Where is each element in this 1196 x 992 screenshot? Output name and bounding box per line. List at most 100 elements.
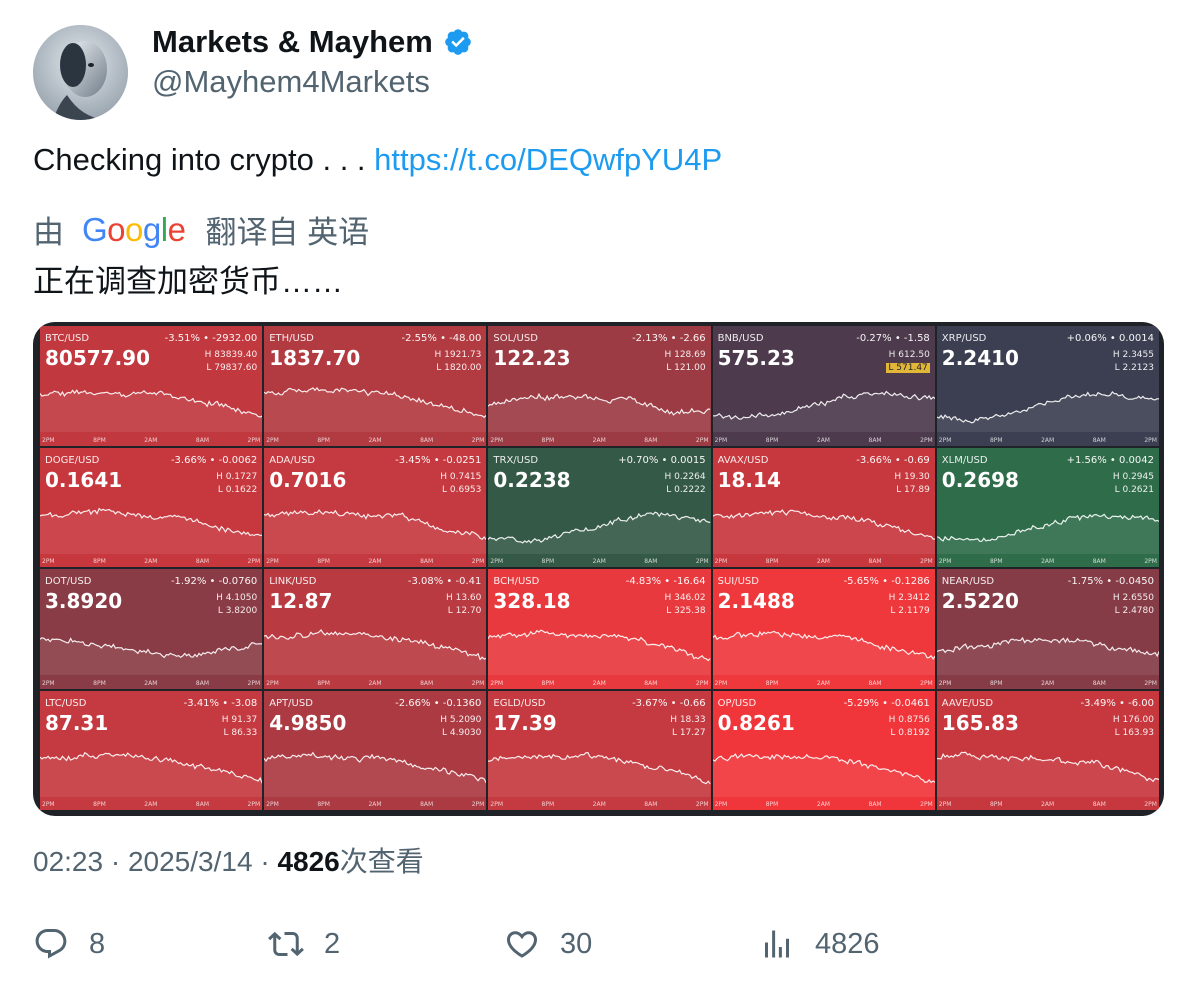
tile-pair: OP/USD [717,697,757,709]
crypto-tile: XLM/USD +1.56% • 0.0042 0.2698 H 0.2945 L 0.… [936,447,1159,567]
time-axis-label: 2PM [938,558,952,565]
avatar[interactable] [33,25,128,120]
display-name-text: Markets & Mayhem [152,24,433,59]
crypto-tile: EGLD/USD -3.67% • -0.66 17.39 H 18.33 L 17.2… [488,690,711,810]
tile-change: -5.65% • -0.1286 [843,576,930,587]
tile-low: L 0.2222 [666,484,706,495]
time-axis-label: 2PM [471,679,485,687]
tile-sparkline [712,390,935,432]
tile-high: H 2.3455 [1112,350,1154,360]
translation-attribution[interactable]: 由 Google 翻译自 英语 [33,207,369,252]
tile-sparkline [264,508,487,554]
tweet-meta: 02:23 · 2025/3/14 · 4826次查看 [33,840,424,880]
time-axis-label: 2PM [42,436,55,444]
crypto-tile: TRX/USD +0.70% • 0.0015 0.2238 H 0.2264 L 0.… [488,447,711,567]
tile-time-axis: 2PM 8PM 2AM 8AM 2PM [713,437,935,444]
tile-change: -3.66% • -0.0062 [170,454,258,466]
tile-time-axis: 2PM 8PM 2AM 8AM 2PM [937,680,1159,687]
tweet-text: Checking into crypto . . . https://t.co/… [33,142,722,178]
tile-price: 122.23 [493,346,571,370]
time-axis-label: 8AM [195,558,210,565]
tile-sparkline [712,752,935,797]
view-count-suffix: 次查看 [339,846,424,877]
author-handle[interactable]: @Mayhem4Markets [152,64,430,99]
time-axis-label: 2AM [144,801,158,808]
tile-sparkline [488,629,711,675]
tile-change: -3.66% • -0.69 [856,454,930,466]
crypto-tile: DOGE/USD -3.66% • -0.0062 0.1641 H 0.1727 L … [40,447,263,567]
tile-sparkline [936,512,1159,554]
tile-low: L 571.47 [886,363,930,373]
crypto-tile: NEAR/USD -1.75% • -0.0450 2.5220 H 2.6550 L … [936,569,1159,689]
tile-high: H 0.2945 [1112,471,1154,482]
time-axis-label: 8AM [420,801,434,808]
tile-low: L 86.33 [223,727,258,738]
tile-pair: SUI/USD [717,576,759,587]
time-axis-label: 8PM [541,801,555,808]
time-axis-label: 8AM [195,436,210,444]
tile-price: 18.14 [717,467,781,492]
tile-sparkline [936,636,1159,675]
views-button[interactable]: 4826 [759,926,880,962]
crypto-tile: DOT/USD -1.92% • -0.0760 3.8920 H 4.1050 L 3… [40,569,263,689]
time-axis-label: 2PM [471,801,485,808]
tile-time-axis: 2PM 8PM 2AM 8AM 2PM [264,801,486,808]
time-axis-label: 2PM [490,558,504,565]
time-axis-label: 8AM [1092,679,1106,687]
tile-sparkline [264,628,487,675]
time-axis-label: 8AM [644,558,658,565]
tile-high: H 176.00 [1112,714,1154,725]
crypto-tile: SUI/USD -5.65% • -0.1286 2.1488 H 2.3412 L 2… [712,569,935,689]
time-axis-label: 2PM [490,679,504,687]
tile-high: H 91.37 [221,714,258,725]
tile-change: -1.92% • -0.0760 [170,576,258,587]
tile-sparkline [40,507,263,554]
heart-icon [506,931,538,958]
tile-price: 4.9850 [269,710,347,735]
time-axis-label: 2PM [920,436,933,444]
time-axis-label: 2PM [266,436,279,444]
retweet-count: 2 [324,927,341,960]
tile-time-axis: 2PM 8PM 2AM 8AM 2PM [713,558,935,565]
time-axis-label: 8PM [765,558,779,565]
tile-sparkline [936,390,1159,432]
time-axis-label: 2PM [471,558,485,565]
tile-time-axis: 2PM 8PM 2AM 8AM 2PM [937,801,1159,808]
tweet-media-image[interactable]: BTC/USD -3.51% • -2932.00 80577.90 H 83839.… [33,322,1164,816]
time-axis-label: 8PM [989,679,1003,687]
time-axis-label: 8AM [195,801,210,808]
tile-price: 0.8261 [717,710,795,735]
tile-high: H 0.8756 [888,714,930,725]
time-axis-label: 2PM [42,679,55,687]
author-name[interactable]: Markets & Mayhem [152,24,473,60]
time-axis-label: 2AM [368,558,382,565]
tweet-link[interactable]: https://t.co/DEQwfpYU4P [374,142,723,177]
tile-time-axis: 2PM 8PM 2AM 8AM 2PM [264,437,486,444]
tile-high: H 346.02 [664,593,706,603]
tweet-date[interactable]: 2025/3/14 [127,846,253,877]
crypto-tile: XRP/USD +0.06% • 0.0014 2.2410 H 2.3455 L 2.… [936,326,1159,446]
tile-change: -3.67% • -0.66 [632,697,706,709]
reply-button[interactable]: 8 [33,926,105,962]
time-axis-label: 2PM [695,436,709,444]
translation-suffix: 翻译自 英语 [205,215,370,250]
time-axis-label: 8AM [868,679,882,687]
time-axis-label: 8PM [317,679,330,687]
time-axis-label: 2AM [144,558,158,565]
tile-sparkline [40,389,263,432]
tweet-time[interactable]: 02:23 [33,846,104,877]
time-axis-label: 2AM [368,679,382,687]
tile-high: H 4.1050 [216,593,258,603]
tile-pair: ETH/USD [269,333,314,344]
tile-change: -3.45% • -0.0251 [395,454,482,466]
tile-change: -3.51% • -2932.00 [164,333,258,344]
time-axis-label: 2AM [592,436,606,444]
retweet-button[interactable]: 2 [268,926,340,962]
like-button[interactable]: 30 [504,926,592,962]
crypto-tile: BNB/USD -0.27% • -1.58 575.23 H 612.50 L 571… [712,326,935,446]
time-axis-label: 2PM [714,436,728,444]
time-axis-label: 2PM [695,558,709,565]
time-axis-label: 2AM [368,436,382,444]
time-axis-label: 2PM [920,558,933,565]
time-axis-label: 8AM [868,801,882,808]
